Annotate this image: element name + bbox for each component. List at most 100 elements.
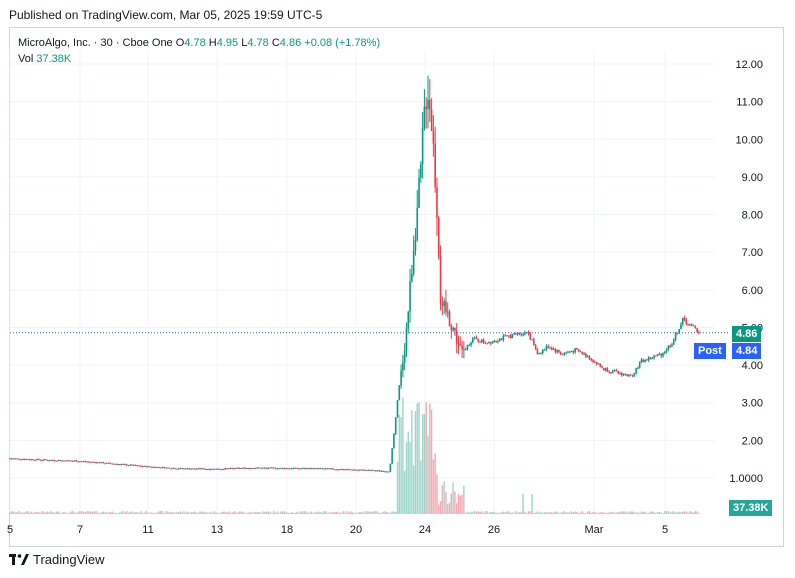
volume-bar [411, 410, 413, 514]
candle-body [147, 466, 149, 468]
volume-bar [395, 511, 397, 514]
volume-bar [423, 414, 426, 514]
candle-body [127, 465, 130, 467]
candle-body [152, 466, 155, 468]
candle-body [498, 338, 501, 342]
candle-body [626, 374, 628, 377]
volume-bar [310, 511, 313, 514]
volume-bar [595, 512, 598, 514]
candle-body [265, 467, 268, 469]
volume-bar [99, 512, 101, 514]
candle-body [470, 342, 472, 346]
volume-bar [662, 512, 664, 514]
candle-body [520, 334, 523, 336]
volume-bar [39, 512, 42, 514]
volume-bar [547, 512, 549, 514]
x-tick-label: 18 [281, 524, 293, 536]
volume-bar [362, 512, 365, 514]
volume-bar [386, 511, 388, 514]
candle-body [28, 459, 31, 461]
volume-bar [543, 512, 546, 514]
candle-body [59, 460, 62, 462]
candle-body [292, 468, 295, 470]
candle-body [71, 460, 74, 462]
volume-bar [30, 511, 33, 514]
candle-body [563, 352, 566, 355]
volume-bar [656, 511, 659, 514]
volume-bar [334, 512, 336, 514]
candle-body [269, 467, 271, 469]
volume-bar [366, 511, 368, 514]
volume-bar [229, 512, 232, 514]
volume-bar [558, 512, 560, 514]
candle-body [161, 467, 164, 469]
candle-body [495, 341, 497, 343]
candle-body [215, 468, 218, 470]
volume-bar [653, 512, 655, 514]
low-value: 4.78 [247, 37, 269, 49]
volume-bar [380, 512, 383, 514]
candle-body [698, 332, 700, 334]
volume-bar [264, 511, 266, 514]
volume-bar [533, 512, 535, 514]
volume-bar [140, 511, 142, 514]
volume-bar [669, 512, 671, 514]
volume-bar [323, 511, 325, 514]
candle-body [289, 468, 291, 470]
volume-bar [515, 511, 517, 514]
candle-body [107, 462, 110, 464]
candle-body [185, 468, 187, 470]
volume-bar [256, 511, 259, 514]
volume-bar [303, 511, 305, 514]
candle-body [574, 348, 576, 353]
candle-body [619, 373, 621, 375]
volume-bar [341, 512, 343, 514]
volume-bar [283, 511, 286, 514]
candle-body [477, 338, 480, 342]
volume-bar [228, 511, 230, 514]
volume-bar [328, 512, 331, 514]
candle-body [174, 468, 176, 470]
candle-body [202, 468, 205, 470]
candle-body [125, 464, 128, 466]
volume-bar [416, 403, 418, 514]
volume-bar [269, 511, 271, 514]
candle-body [611, 370, 614, 373]
volume-bar [436, 474, 438, 514]
volume-bar [88, 511, 90, 514]
volume-bar [208, 512, 210, 514]
volume-bar [312, 512, 314, 514]
candle-body [513, 333, 515, 335]
candle-body [454, 327, 456, 331]
volume-value: 37.38K [36, 53, 72, 65]
candle-body [181, 468, 184, 470]
candle-body [389, 463, 392, 472]
volume-bar [38, 512, 40, 514]
candle-body [552, 348, 555, 350]
candle-body [549, 347, 551, 349]
volume-bar [27, 511, 29, 514]
candle-body [156, 467, 158, 469]
volume-bar [461, 494, 463, 514]
volume-bar [586, 511, 589, 514]
candle-body [466, 344, 469, 349]
candle-body [696, 328, 698, 333]
volume-bar [102, 511, 104, 514]
candle-body [671, 344, 673, 347]
volume-bar [195, 512, 198, 514]
tradingview-logo[interactable]: TradingView [9, 552, 105, 567]
volume-bar [683, 511, 686, 514]
volume-bar [273, 511, 275, 514]
close-value: 4.86 [279, 37, 302, 49]
volume-bar [569, 512, 571, 514]
volume-bar [504, 512, 506, 514]
close-label: C [271, 37, 280, 49]
volume-bar [536, 511, 539, 514]
candle-body [240, 468, 243, 470]
candle-body [468, 344, 471, 346]
volume-bar [626, 512, 628, 514]
candle-body [418, 177, 420, 208]
candle-body [276, 468, 279, 470]
candle-body [473, 337, 476, 339]
